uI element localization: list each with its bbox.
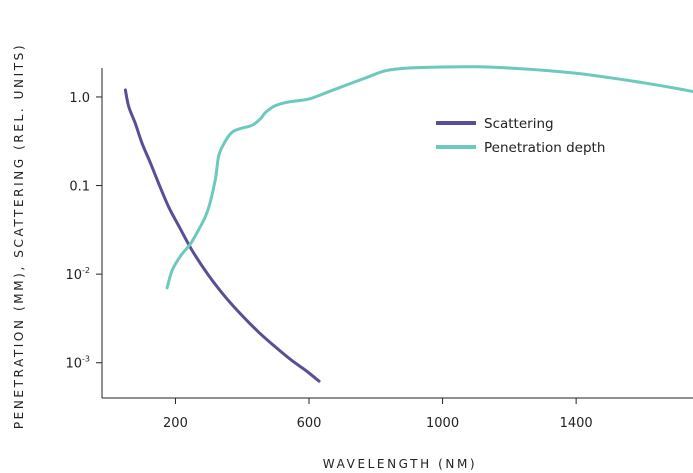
- x-axis-title: WAVELENGTH (NM): [323, 457, 477, 471]
- legend-label-penetration-depth: Penetration depth: [484, 140, 605, 156]
- series-line-scattering: [123, 88, 321, 383]
- x-tick-label-0: 200: [163, 416, 188, 431]
- y-tick-label-3: 10-3: [65, 355, 90, 372]
- y-tick-label-0: 1.0: [69, 91, 90, 106]
- y-ticks: 1.0 0.1 10-2 10-3: [65, 91, 102, 372]
- x-tick-label-1: 600: [297, 416, 322, 431]
- x-tick-label-3: 1400: [560, 416, 593, 431]
- x-ticks: 200 600 1000 1400: [163, 398, 593, 431]
- y-tick-label-2: 10-2: [65, 266, 90, 283]
- legend-label-scattering: Scattering: [484, 116, 554, 132]
- y-axis-title: PENETRATION (MM), SCATTERING (REL. UNITS…: [12, 43, 26, 429]
- series-line-penetration-depth: [165, 65, 693, 290]
- legend: Scattering Penetration depth: [436, 116, 605, 156]
- x-tick-label-2: 1000: [426, 416, 459, 431]
- series-layer: [123, 65, 693, 383]
- y-tick-label-1: 0.1: [69, 180, 90, 195]
